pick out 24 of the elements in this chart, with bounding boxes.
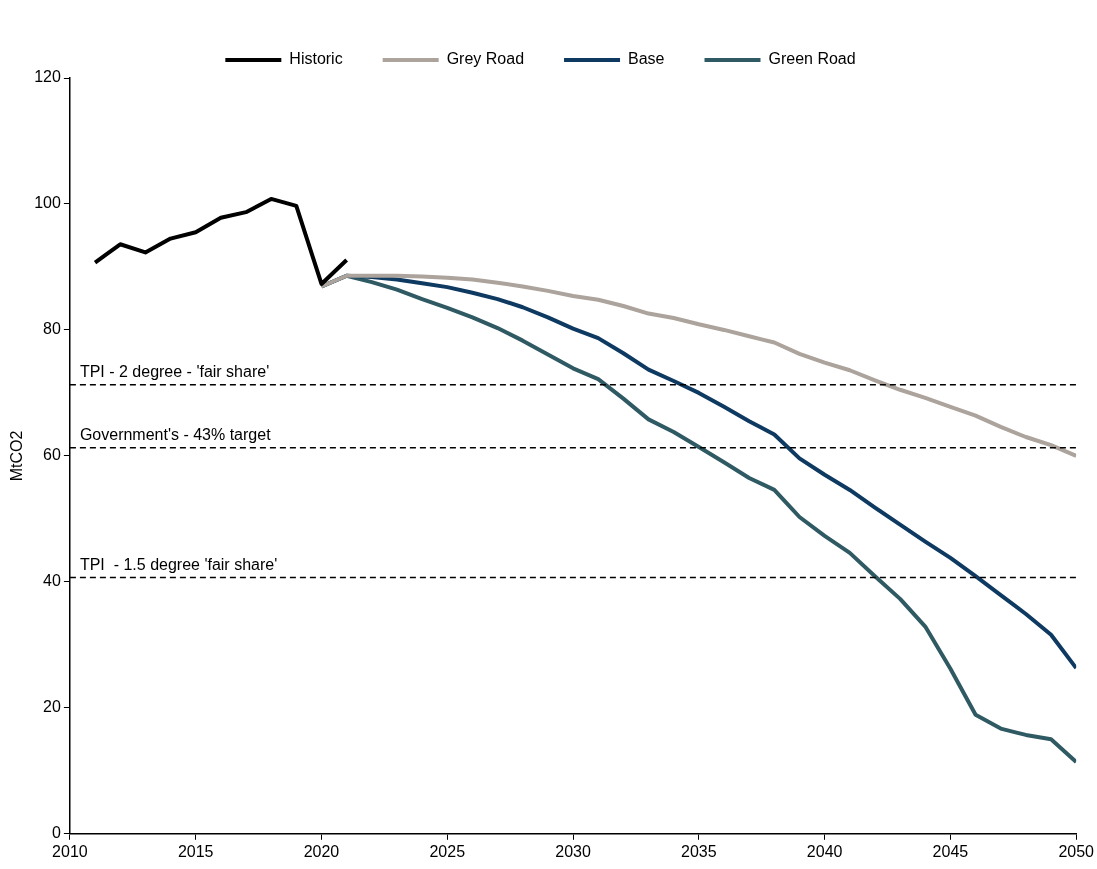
x-tick-label: 2015: [177, 842, 214, 860]
x-tick-label: 2035: [681, 842, 717, 860]
x-tick-label: 2020: [303, 842, 340, 860]
ref-line-label: TPI - 1.5 degree 'fair share': [79, 555, 278, 573]
legend-label: Historic: [289, 50, 343, 68]
y-tick-label: 120: [34, 68, 61, 86]
y-tick-label: 100: [34, 194, 61, 212]
y-tick-label: 60: [43, 446, 61, 464]
x-tick-label: 2045: [932, 842, 969, 860]
legend-label: Green Road: [768, 50, 856, 68]
y-tick-label: 0: [51, 824, 61, 842]
x-tick-label: 2025: [429, 842, 466, 860]
y-tick-label: 20: [43, 698, 61, 716]
x-tick-label: 2040: [806, 842, 843, 860]
ref-line-label: TPI - 2 degree - 'fair share': [79, 363, 270, 381]
x-tick-label: 2050: [1058, 842, 1095, 860]
x-tick-label: 2010: [52, 842, 88, 860]
y-tick-label: 40: [43, 572, 61, 590]
y-tick-label: 80: [43, 320, 61, 338]
ref-line-label: Government's - 43% target: [79, 426, 272, 444]
legend-label: Grey Road: [446, 50, 525, 68]
x-tick-label: 2030: [555, 842, 591, 860]
y-axis-title: MtCO2: [8, 430, 26, 482]
legend-label: Base: [628, 50, 665, 68]
